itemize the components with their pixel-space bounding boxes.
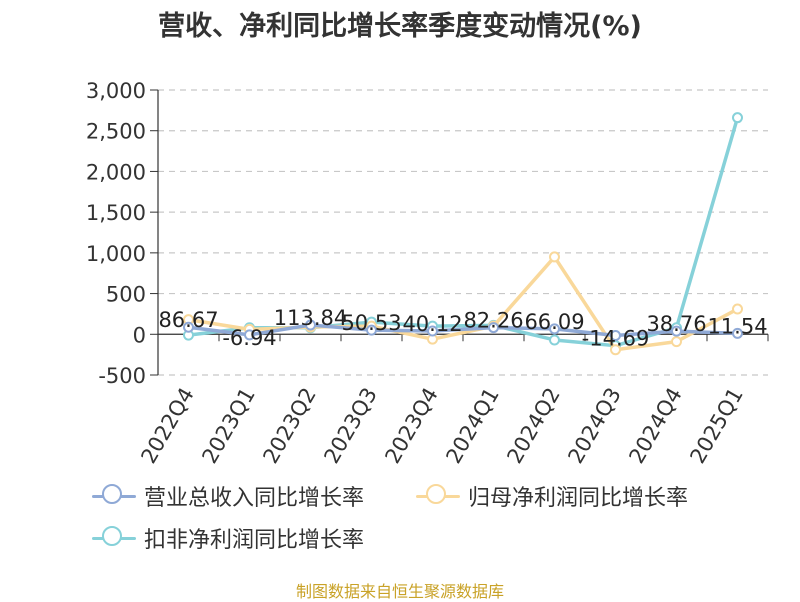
y-tick-label: 0 [133,323,146,347]
x-tick-label: 2023Q1 [197,384,259,468]
data-label: 113.84 [274,306,347,330]
x-tick-label: 2022Q4 [136,384,198,468]
data-label: -14.69 [582,326,650,350]
data-point [549,323,560,335]
legend-circle [102,484,122,504]
legend-label: 归母净利润同比增长率 [468,486,689,511]
x-tick-label: 2024Q3 [563,384,625,468]
legend-marker-icon [416,483,460,509]
x-tick-label: 2024Q2 [502,384,564,468]
data-point [183,321,194,333]
legend-circle [102,526,122,546]
data-point [549,334,560,346]
x-tick-label: 2023Q3 [319,384,381,468]
x-tick-label: 2024Q1 [441,384,503,468]
data-point [610,344,621,356]
legend-label: 扣非净利润同比增长率 [144,528,365,553]
data-point [488,322,499,334]
data-point [732,303,743,315]
series-line [188,323,738,338]
legend-marker-icon [92,483,136,509]
data-point [427,325,438,337]
y-tick-label: -500 [98,364,146,388]
data-point [732,112,743,124]
legend-item-revenue[interactable]: 营业总收入同比增长率 [92,480,364,512]
data-label: 40.12 [402,312,462,336]
data-point [732,327,743,339]
x-tick-label: 2023Q4 [380,384,442,468]
data-point [366,324,377,336]
data-label: 38.76 [646,312,706,336]
chart-title: 营收、净利同比增长率季度变动情况(%) [158,11,642,42]
data-point [610,329,621,341]
legend-circle [426,484,446,504]
x-tick-label: 2025Q1 [685,384,747,468]
data-point [549,251,560,263]
axis-layer: -50005001,0001,5002,0002,5003,0002022Q42… [86,79,769,468]
legend-item-net-profit[interactable]: 归母净利润同比增长率 [416,480,688,512]
y-tick-label: 3,000 [86,79,146,103]
source-footer: 制图数据来自恒生聚源数据库 [295,582,504,601]
y-tick-label: 2,000 [86,160,146,184]
data-point [671,336,682,348]
data-label: -6.94 [222,326,276,350]
data-label: 86.67 [158,308,218,332]
x-tick-label: 2024Q4 [624,384,686,468]
y-tick-label: 500 [106,283,146,307]
legend-marker-icon [92,525,136,551]
data-point [244,329,255,341]
y-tick-label: 2,500 [86,120,146,144]
x-tick-label: 2023Q2 [258,384,320,468]
data-label: 50.53 [341,311,401,335]
y-tick-label: 1,500 [86,201,146,225]
legend-item-deducted-net-profit[interactable]: 扣非净利润同比增长率 [92,522,364,554]
data-label: 11.54 [707,314,767,338]
data-label: 82.26 [463,309,523,333]
series-layer [183,112,743,356]
data-point [671,325,682,337]
grid-layer [158,89,768,376]
y-tick-label: 1,000 [86,242,146,266]
data-label: 66.09 [524,310,584,334]
data-point [305,319,316,331]
legend-label: 营业总收入同比增长率 [144,486,365,511]
